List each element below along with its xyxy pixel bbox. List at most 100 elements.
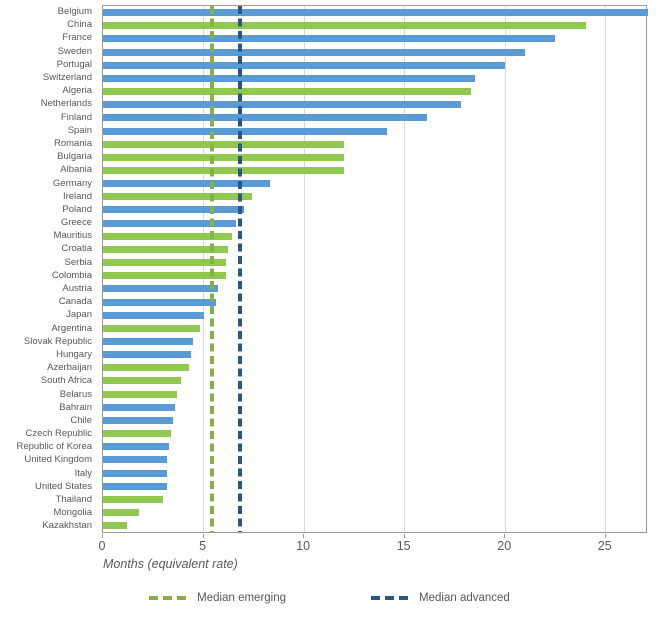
bar-emerging [103, 495, 164, 503]
bar-emerging [103, 364, 190, 372]
bar-advanced [103, 298, 216, 306]
chart-row [103, 427, 646, 440]
bar-emerging [103, 430, 172, 438]
chart-row [103, 85, 646, 98]
chart-row [103, 348, 646, 361]
bar-emerging [103, 153, 345, 161]
x-axis-title: Months (equivalent rate) [103, 557, 238, 571]
chart-row [103, 6, 648, 19]
plot-area [102, 5, 648, 533]
country-label: Sweden [57, 45, 92, 57]
chart-row [103, 440, 646, 453]
chart-row [103, 282, 646, 295]
bar-advanced [103, 311, 204, 319]
bar-emerging [103, 259, 226, 267]
bar-advanced [103, 180, 270, 188]
country-label: Republic of Korea [16, 441, 92, 453]
bar-emerging [103, 377, 182, 385]
bar-emerging [103, 193, 252, 201]
bar-emerging [103, 390, 178, 398]
country-label: Azerbaijan [47, 362, 92, 374]
chart-row [103, 190, 646, 203]
chart-row [103, 295, 646, 308]
bar-advanced [103, 101, 461, 109]
x-tick-label: 15 [396, 539, 411, 553]
country-label: Mauritius [53, 230, 92, 242]
chart-row [103, 164, 646, 177]
bar-advanced [103, 219, 236, 227]
bar-advanced [103, 351, 192, 359]
country-label: Czech Republic [25, 428, 92, 440]
country-label: Colombia [51, 269, 92, 281]
legend-item: Median advanced [371, 592, 510, 604]
country-label: Poland [62, 203, 92, 215]
median-line-advanced [237, 6, 242, 532]
country-label: Portugal [56, 58, 92, 70]
x-tick-mark [504, 534, 506, 538]
country-label: Switzerland [42, 72, 92, 84]
bar-advanced [103, 127, 387, 135]
chart-row [103, 466, 646, 479]
chart-row [103, 480, 646, 493]
chart-row [103, 243, 646, 256]
bar-emerging [103, 522, 128, 530]
country-label: Argentina [51, 322, 92, 334]
country-label: China [67, 19, 92, 31]
country-label: Spain [67, 124, 92, 136]
country-label: Japan [66, 309, 92, 321]
country-label: Finland [60, 111, 92, 123]
chart-row [103, 453, 646, 466]
x-tick-mark [202, 534, 204, 538]
country-label: Greece [60, 217, 92, 229]
country-label: Algeria [62, 85, 92, 97]
gridline [203, 6, 205, 532]
bar-emerging [103, 166, 345, 174]
bar-advanced [103, 114, 427, 122]
country-label: Hungary [56, 348, 92, 360]
chart-row [103, 322, 646, 335]
bar-advanced [103, 416, 174, 424]
chart-row [103, 19, 646, 32]
country-label: Thailand [55, 494, 92, 506]
country-label: Kazakhstan [42, 520, 92, 532]
bar-advanced [103, 61, 506, 69]
x-tick-label: 25 [597, 539, 612, 553]
country-label: Mongolia [53, 507, 92, 519]
bar-emerging [103, 509, 140, 517]
country-label: South Africa [40, 375, 92, 387]
chart-row [103, 309, 646, 322]
country-label: Ireland [62, 190, 92, 202]
bars-container [103, 6, 648, 532]
chart-row [103, 72, 646, 85]
median-line-emerging [209, 6, 214, 532]
legend-label: Median advanced [419, 592, 510, 604]
country-label: Albania [60, 164, 92, 176]
chart-row [103, 151, 646, 164]
bar-emerging [103, 272, 226, 280]
chart-row [103, 203, 646, 216]
chart-row [103, 230, 646, 243]
country-label: United Kingdom [24, 454, 92, 466]
x-tick-label: 0 [98, 539, 106, 553]
x-tick-mark [303, 534, 305, 538]
x-tick-label: 10 [296, 539, 311, 553]
country-label: Croatia [61, 243, 92, 255]
gridline [504, 6, 506, 532]
chart-row [103, 269, 646, 282]
country-label: Belarus [59, 388, 92, 400]
chart-row [103, 98, 646, 111]
country-label: Netherlands [40, 98, 92, 110]
country-label: Bulgaria [57, 151, 92, 163]
country-label: Chile [70, 414, 92, 426]
legend-label: Median emerging [197, 592, 287, 604]
bar-emerging [103, 140, 345, 148]
bar-advanced [103, 285, 218, 293]
gridline [303, 6, 305, 532]
bar-advanced [103, 443, 170, 451]
chart-row [103, 361, 646, 374]
bar-advanced [103, 35, 556, 43]
x-tick-label: 20 [497, 539, 512, 553]
chart-row [103, 256, 646, 269]
country-label: Bahrain [59, 401, 92, 413]
